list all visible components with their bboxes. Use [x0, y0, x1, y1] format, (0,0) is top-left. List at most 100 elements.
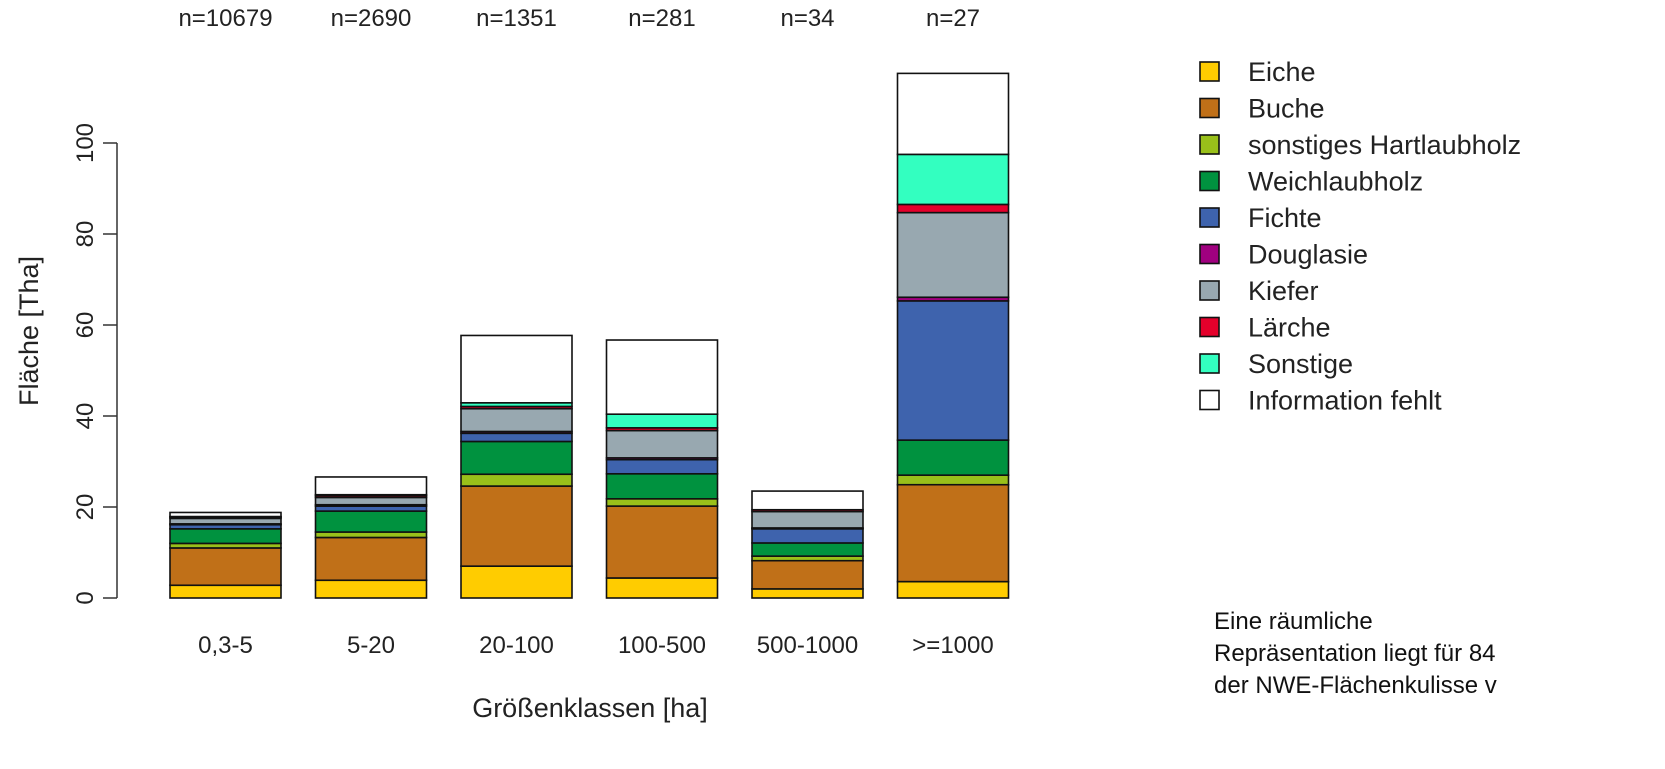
bar-segment	[169, 584, 282, 599]
bar-segment	[896, 153, 1010, 206]
bar-segment	[751, 510, 864, 529]
bar-segment	[314, 496, 428, 506]
x-tick-label: >=1000	[912, 632, 993, 659]
legend-label: Information fehlt	[1248, 386, 1442, 416]
legend-label: Douglasie	[1248, 240, 1368, 270]
bar-segment	[896, 474, 1010, 486]
bar-stack	[460, 334, 573, 599]
bar-segment	[605, 577, 719, 599]
y-axis-title: Fläche [Tha]	[14, 256, 44, 406]
legend-swatch	[1199, 207, 1220, 228]
bar-segment	[751, 490, 864, 511]
bar-segment	[751, 528, 864, 544]
bar-stack	[169, 511, 282, 599]
legend-swatch	[1199, 243, 1220, 265]
bar-segment	[605, 472, 719, 500]
legend-swatch	[1199, 389, 1220, 411]
x-tick-label: 500-1000	[757, 632, 858, 659]
x-tick-label: 0,3-5	[198, 632, 253, 659]
legend-item: Eiche	[1199, 57, 1316, 87]
legend-item: Kiefer	[1199, 276, 1319, 306]
bar-segment	[460, 334, 573, 404]
bar-stack	[751, 490, 864, 599]
legend-item: Sonstige	[1199, 349, 1353, 379]
y-tick-label: 20	[72, 494, 99, 521]
bar-segment	[460, 407, 573, 433]
legend-item: Lärche	[1199, 313, 1331, 343]
legend-label: Sonstige	[1248, 349, 1353, 379]
legend-item: Buche	[1199, 94, 1325, 124]
bar-segment	[896, 580, 1010, 599]
bar-segment	[169, 511, 282, 518]
bar-segment	[605, 413, 719, 429]
sample-size-label: n=34	[780, 5, 834, 32]
legend-label: Buche	[1248, 94, 1325, 124]
footnote-line: der NWE-Flächenkulisse v	[1214, 672, 1497, 699]
legend-swatch	[1199, 316, 1220, 338]
bar-stack	[896, 72, 1010, 599]
bar-segment	[751, 559, 864, 590]
legend-label: Eiche	[1248, 57, 1316, 87]
bar-segment	[314, 510, 428, 533]
legend-label: sonstiges Hartlaubholz	[1248, 130, 1521, 160]
y-tick-label: 40	[72, 403, 99, 430]
y-tick-label: 100	[72, 123, 99, 163]
legend-label: Fichte	[1248, 203, 1322, 233]
bar-segment	[169, 528, 282, 545]
x-axis-title: Größenklassen [ha]	[472, 693, 708, 723]
bar-segment	[314, 476, 428, 496]
sample-size-label: n=2690	[331, 5, 412, 32]
x-tick-label: 20-100	[479, 632, 554, 659]
bar-segment	[460, 565, 573, 599]
x-tick-labels: 0,3-5 5-20 20-100 100-500 500-1000 >=1000	[198, 632, 994, 659]
legend-item: Douglasie	[1199, 240, 1368, 270]
legend-item: Fichte	[1199, 203, 1322, 233]
legend: Eiche Buche sonstiges Hartlaubholz Weichlau…	[1199, 57, 1521, 416]
legend-label: Kiefer	[1248, 276, 1319, 306]
y-tick-label: 0	[72, 591, 99, 604]
legend-swatch	[1199, 353, 1220, 374]
legend-item: Information fehlt	[1199, 386, 1442, 416]
bar-segment	[460, 432, 573, 443]
bar-segment	[169, 547, 282, 587]
bar-segment	[605, 339, 719, 415]
legend-swatch	[1199, 170, 1220, 192]
sample-size-label: n=27	[926, 5, 980, 32]
bar-segment	[751, 588, 864, 599]
legend-swatch	[1199, 280, 1220, 301]
bar-stack	[314, 476, 428, 599]
sample-size-label: n=1351	[476, 5, 557, 32]
legend-label: Weichlaubholz	[1248, 167, 1423, 197]
bar-segment	[460, 440, 573, 476]
y-tick-label: 60	[72, 312, 99, 339]
bar-segment	[314, 536, 428, 582]
bar-segment	[605, 505, 719, 579]
bars	[169, 72, 1010, 599]
bar-segment	[605, 429, 719, 459]
bar-segment	[896, 300, 1010, 441]
bar-segment	[460, 485, 573, 567]
y-tick-label: 80	[72, 221, 99, 248]
bar-segment	[751, 542, 864, 557]
bar-segment	[605, 458, 719, 475]
bar-segment	[314, 531, 428, 539]
sample-size-labels: n=10679 n=2690 n=1351 n=281 n=34 n=27	[178, 5, 980, 32]
bar-segment	[169, 517, 282, 525]
bar-segment	[896, 203, 1010, 214]
y-axis: 0 20 40 60 80 100	[72, 123, 118, 605]
footnote-line: Repräsentation liegt für 84	[1214, 640, 1496, 667]
bar-segment	[605, 498, 719, 507]
legend-item: sonstiges Hartlaubholz	[1199, 130, 1521, 160]
footnote: Eine räumliche Repräsentation liegt für …	[1214, 606, 1665, 702]
bar-stack	[605, 339, 719, 599]
bar-segment	[460, 473, 573, 487]
x-tick-label: 5-20	[347, 632, 395, 659]
bar-segment	[896, 211, 1010, 299]
sample-size-label: n=281	[628, 5, 695, 32]
bar-segment	[896, 483, 1010, 583]
bar-segment	[314, 579, 428, 599]
legend-swatch	[1199, 61, 1220, 82]
legend-swatch	[1199, 97, 1220, 119]
legend-label: Lärche	[1248, 313, 1331, 343]
